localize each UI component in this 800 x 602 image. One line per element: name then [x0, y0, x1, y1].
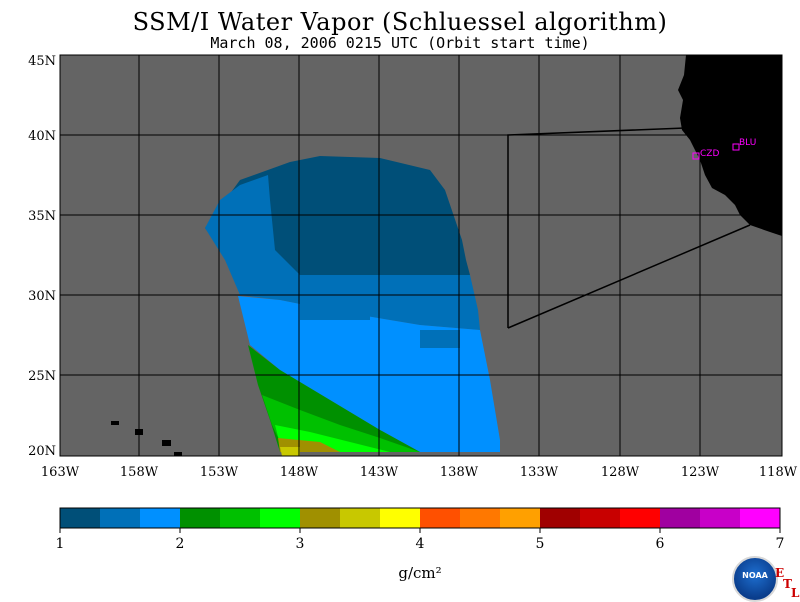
colorbar-swatch	[340, 508, 381, 528]
colorbar-swatch	[260, 508, 301, 528]
swath-zone-midblue	[205, 175, 480, 330]
longitude-labels: 163W 158W 153W 148W 143W 138W 133W 128W …	[41, 465, 798, 480]
chart-subtitle: March 08, 2006 0215 UTC (Orbit start tim…	[210, 34, 590, 52]
noaa-logo-icon: NOAA	[732, 556, 778, 602]
swath-patch-dark-1	[300, 300, 370, 320]
colorbar-ticks: 1 2 3 4 5 6 7	[56, 528, 785, 552]
colorbar-swatch	[420, 508, 461, 528]
station-markers: CZD BLU	[692, 138, 756, 160]
colorbar-tick-label: 6	[656, 536, 665, 552]
colorbar-swatch	[660, 508, 701, 528]
colorbar-swatch	[500, 508, 541, 528]
colorbar-swatch	[540, 508, 581, 528]
lon-label-138w: 138W	[440, 465, 479, 480]
swath-patch-dark-2	[420, 330, 460, 348]
latitude-labels: 45N 40N 35N 30N 25N 20N	[28, 54, 56, 459]
swath-zone-yellow	[280, 447, 300, 456]
station-czd-marker	[692, 152, 700, 160]
colorbar-swatch	[700, 508, 741, 528]
colorbar-swatch	[220, 508, 261, 528]
lon-label-118w: 118W	[759, 465, 798, 480]
lon-label-143w: 143W	[360, 465, 399, 480]
etl-letter-l: L	[791, 586, 800, 600]
lon-label-163w: 163W	[41, 465, 80, 480]
lat-label-20n: 20N	[28, 444, 56, 459]
lon-label-128w: 128W	[601, 465, 640, 480]
station-blu-marker	[732, 143, 740, 151]
colorbar	[60, 508, 781, 528]
california-land	[678, 55, 782, 236]
lat-label-30n: 30N	[28, 289, 56, 304]
noaa-logo-text: NOAA	[742, 571, 768, 580]
colorbar-tick-label: 5	[536, 536, 545, 552]
lon-label-123w: 123W	[681, 465, 720, 480]
colorbar-tick-label: 4	[416, 536, 425, 552]
lat-label-35n: 35N	[28, 209, 56, 224]
lon-label-133w: 133W	[520, 465, 559, 480]
colorbar-tick-label: 2	[176, 536, 185, 552]
colorbar-tick-label: 3	[296, 536, 305, 552]
lat-label-25n: 25N	[28, 369, 56, 384]
colorbar-swatch	[300, 508, 341, 528]
colorbar-units: g/cm²	[398, 564, 441, 582]
map-grid	[60, 55, 782, 456]
colorbar-tick-label: 7	[776, 536, 785, 552]
colorbar-swatch	[380, 508, 421, 528]
lon-label-153w: 153W	[200, 465, 239, 480]
colorbar-swatch	[180, 508, 221, 528]
domain-outline	[507, 127, 751, 329]
lat-label-45n: 45N	[28, 54, 56, 69]
colorbar-swatch	[740, 508, 781, 528]
etl-letter-t: T	[783, 577, 792, 591]
colorbar-tick-label: 1	[56, 536, 65, 552]
colorbar-swatch	[100, 508, 141, 528]
lat-label-40n: 40N	[28, 129, 56, 144]
colorbar-swatch	[580, 508, 621, 528]
colorbar-swatch	[60, 508, 101, 528]
colorbar-swatch	[140, 508, 181, 528]
station-czd-label: CZD	[700, 149, 719, 159]
etl-letter-e: E	[775, 566, 785, 580]
lon-label-148w: 148W	[280, 465, 319, 480]
map-border	[59, 54, 783, 457]
chart-title: SSM/I Water Vapor (Schluessel algorithm)	[132, 8, 668, 36]
colorbar-swatch	[620, 508, 661, 528]
water-vapor-swath	[205, 156, 500, 456]
colorbar-swatch	[460, 508, 501, 528]
station-blu-label: BLU	[739, 138, 756, 148]
lon-label-158w: 158W	[120, 465, 159, 480]
